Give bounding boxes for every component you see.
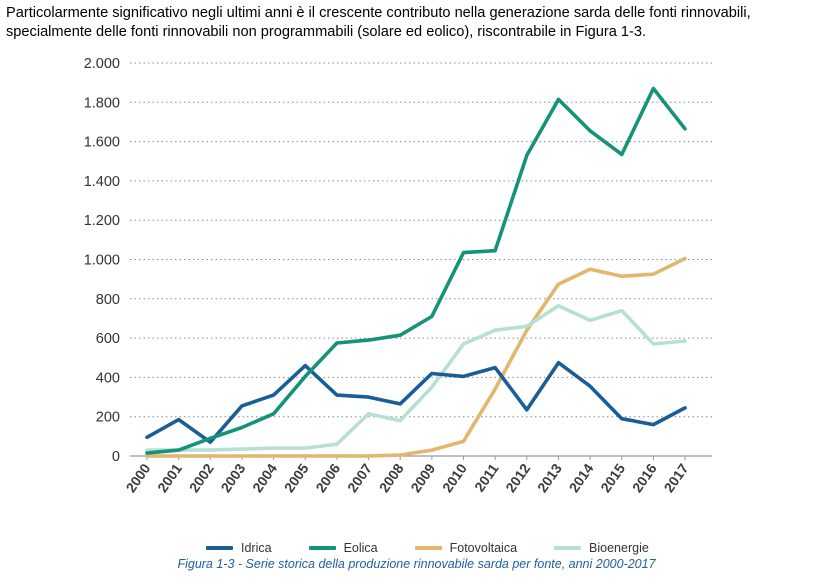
x-axis-tick-labels: 2000 2001 2002 2003 2004 2005 2006 2007 2008 2009… bbox=[122, 460, 691, 495]
x-tick-label: 2016 bbox=[629, 460, 660, 495]
intro-paragraph: Particolarmente significativo negli ulti… bbox=[6, 4, 828, 42]
series-line-idrica bbox=[145, 360, 687, 445]
legend-item-fotovoltaica: Fotovoltaica bbox=[414, 541, 518, 555]
y-tick-label: 2.000 bbox=[84, 56, 120, 72]
y-tick-label: 600 bbox=[96, 331, 120, 347]
x-tick-label: 2006 bbox=[312, 460, 343, 495]
figure-caption: Figura 1-3 - Serie storica della produzi… bbox=[177, 557, 656, 571]
y-tick-label: 400 bbox=[96, 370, 120, 386]
x-tick-label: 2000 bbox=[122, 460, 153, 495]
intro-line-1: Particolarmente significativo negli ulti… bbox=[6, 5, 751, 21]
legend-label-bioenergie: Bioenergie bbox=[589, 541, 649, 555]
x-tick-label: 2010 bbox=[439, 460, 470, 495]
x-tick-label: 2003 bbox=[217, 460, 248, 495]
legend-item-idrica: Idrica bbox=[206, 541, 272, 555]
y-axis-tick-labels: 0 200 400 600 800 1.000 1.200 1.400 1.600 1.800 2.… bbox=[84, 56, 120, 465]
series-line-fotovoltaica bbox=[145, 256, 687, 458]
y-tick-label: 1.000 bbox=[84, 253, 120, 269]
legend-item-bioenergie: Bioenergie bbox=[554, 541, 649, 555]
legend-label-fotovoltaica: Fotovoltaica bbox=[449, 541, 518, 555]
gridlines bbox=[130, 62, 712, 418]
x-tick-label: 2004 bbox=[249, 460, 280, 495]
y-tick-label: 800 bbox=[96, 292, 120, 308]
legend-label-idrica: Idrica bbox=[241, 541, 272, 555]
x-tick-label: 2007 bbox=[344, 460, 375, 495]
series-line-bioenergie bbox=[145, 303, 687, 452]
legend-swatch-eolica bbox=[308, 546, 336, 550]
x-tick-label: 2011 bbox=[471, 460, 502, 494]
y-tick-label: 0 bbox=[112, 449, 120, 465]
legend-swatch-idrica bbox=[206, 546, 233, 550]
legend-label-eolica: Eolica bbox=[343, 541, 378, 555]
y-tick-label: 1.400 bbox=[84, 174, 120, 190]
x-tick-label: 2009 bbox=[407, 460, 438, 495]
y-tick-label: 1.800 bbox=[84, 95, 120, 111]
series-lines bbox=[145, 86, 687, 458]
x-tick-label: 2001 bbox=[154, 460, 185, 495]
x-tick-label: 2017 bbox=[661, 460, 692, 495]
x-tick-label: 2002 bbox=[186, 460, 217, 495]
y-tick-label: 1.200 bbox=[84, 213, 120, 229]
line-chart: 0 200 400 600 800 1.000 1.200 1.400 1.600 1.800 2.… bbox=[84, 56, 712, 495]
series-line-eolica bbox=[145, 86, 687, 455]
y-tick-label: 200 bbox=[96, 410, 120, 426]
y-tick-label: 1.600 bbox=[84, 135, 120, 151]
legend-swatch-bioenergie bbox=[554, 546, 582, 550]
legend-item-eolica: Eolica bbox=[308, 541, 378, 555]
intro-line-2: specialmente delle fonti rinnovabili non… bbox=[6, 24, 647, 40]
x-tick-label: 2008 bbox=[376, 460, 407, 495]
x-tick-label: 2012 bbox=[502, 460, 533, 495]
chart-legend: Idrica Eolica Fotovoltaica Bioenergie bbox=[206, 539, 686, 557]
legend-swatch-fotovoltaica bbox=[414, 546, 442, 550]
x-tick-label: 2013 bbox=[534, 460, 565, 495]
x-tick-label: 2014 bbox=[566, 460, 597, 495]
x-tick-label: 2015 bbox=[597, 460, 628, 495]
x-tick-label: 2005 bbox=[281, 460, 312, 495]
